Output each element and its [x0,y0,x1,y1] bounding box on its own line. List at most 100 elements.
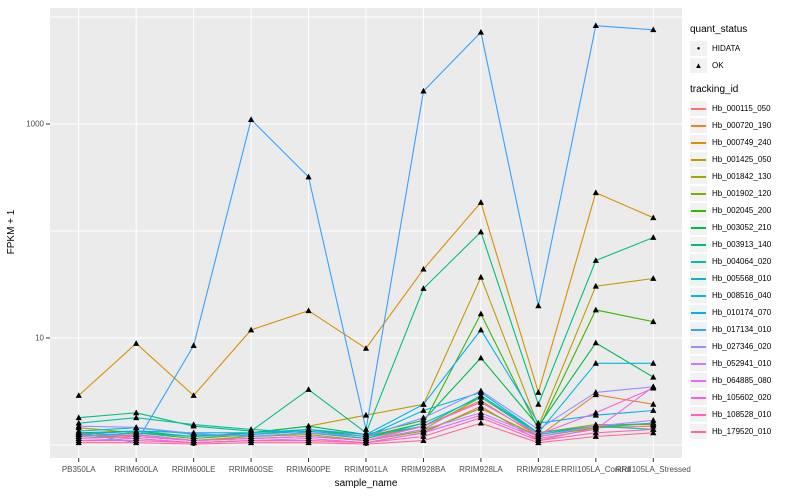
point-ok-Hb_179520_010 [592,433,599,439]
point-ok-Hb_002045_200 [477,310,485,317]
legend-item-label: Hb_000749_240 [712,138,772,147]
legend-item-label: Hb_179520_010 [712,427,772,436]
point-ok-Hb_003913_140 [305,386,312,392]
legend-item-Hb_027346_020: Hb_027346_020 [690,338,771,355]
point-ok-Hb_027346_020 [190,430,197,436]
line-key-icon [690,339,707,354]
point-ok-Hb_017134_010 [75,429,82,436]
point-ok-Hb_000749_240 [75,392,82,398]
legend-item-Hb_064885_080: Hb_064885_080 [690,372,771,389]
point-ok-Hb_179520_010 [420,437,427,443]
legend-tracking-id: tracking_id Hb_000115_050 Hb_000720_190 Hb… [690,84,771,440]
point-ok-Hb_179520_010 [305,439,312,446]
legend-item-Hb_003913_140: Hb_003913_140 [690,236,771,253]
point-ok-Hb_017134_010 [305,173,312,180]
point-ok-Hb_108528_010 [592,429,599,436]
point-ok-Hb_001425_050 [477,273,485,280]
x-tick-label-RRIM600LA: RRIM600LA [114,465,158,474]
legend-item-label: HIDATA [712,44,741,53]
point-ok-Hb_179520_010 [477,419,485,426]
point-ok-Hb_010174_070 [247,429,255,436]
legend-item-label: Hb_005568_010 [712,274,772,283]
legend-item-Hb_105602_020: Hb_105602_020 [690,389,771,406]
legend-item-Hb_000115_050: Hb_000115_050 [690,100,771,117]
legend-item-Hb_001425_050: Hb_001425_050 [690,151,771,168]
x-tick-label-RRIM928LA: RRIM928LA [459,465,503,474]
legend-item-Hb_052941_010: Hb_052941_010 [690,355,771,372]
point-ok-Hb_010174_070 [133,427,140,434]
legend-item-label: Hb_017134_010 [712,325,772,334]
point-ok-Hb_004064_020 [190,421,197,428]
point-ok-Hb_003913_140 [592,257,599,263]
point-ok-Hb_003052_210 [477,354,485,361]
legend-item-Hb_017134_010: Hb_017134_010 [690,321,771,338]
point-ok-Hb_027346_020 [305,429,312,436]
legend-item-Hb_010174_070: Hb_010174_070 [690,304,771,321]
line-key-icon [690,271,707,286]
point-ok-Hb_001425_050 [650,275,657,281]
legend-quant-status-title: quant_status [690,24,748,35]
point-ok-Hb_003913_140 [133,409,140,416]
point-ok-Hb_001425_050 [362,411,370,418]
legend-item-Hb_005568_010: Hb_005568_010 [690,270,771,287]
x-tick-label-RRIM928LE: RRIM928LE [516,465,561,474]
circle-icon: ● [690,41,707,56]
point-ok-Hb_027346_020 [420,414,427,421]
point-ok-Hb_005568_010 [420,419,427,426]
point-ok-Hb_010174_070 [477,326,485,333]
legend-item-label: Hb_010174_070 [712,308,772,317]
point-ok-Hb_105602_020 [133,433,140,439]
point-ok-Hb_000749_240 [190,392,197,398]
point-ok-Hb_000749_240 [592,189,599,196]
legend-item-Hb_001902_120: Hb_001902_120 [690,185,771,202]
x-tick-label-RRIM600LE: RRIM600LE [171,465,216,474]
point-ok-Hb_002045_200 [592,306,599,313]
legend-tracking-id-title: tracking_id [690,84,739,95]
line-key-icon [690,237,707,252]
point-ok-Hb_027346_020 [477,387,485,394]
legend-item-label: Hb_064885_080 [712,376,772,385]
point-ok-Hb_008516_040 [420,407,427,413]
line-key-icon [690,118,707,133]
line-key-icon [690,373,707,388]
point-hidata-Hb_179520_010 [364,442,368,446]
point-ok-Hb_003052_210 [592,339,599,346]
point-ok-Hb_003913_140 [477,228,485,235]
point-ok-Hb_017134_010 [592,22,599,29]
y-axis-title: FPKM + 1 [6,209,17,255]
point-ok-Hb_000749_240 [477,199,485,205]
point-ok-Hb_105602_020 [650,384,657,391]
point-ok-Hb_003052_210 [305,422,312,429]
point-ok-Hb_179520_010 [535,439,542,446]
legend-item-Hb_000749_240: Hb_000749_240 [690,134,771,151]
legend-item-hidata: ● HIDATA [690,40,747,57]
legend-item-Hb_002045_200: Hb_002045_200 [690,202,771,219]
legend-item-Hb_003052_210: Hb_003052_210 [690,219,771,236]
legend-item-label: Hb_000115_050 [712,104,771,113]
point-ok-Hb_064885_080 [592,426,599,432]
point-ok-Hb_002045_200 [650,318,657,325]
point-ok-Hb_005568_010 [477,393,485,400]
point-ok-Hb_000749_240 [247,326,255,333]
point-ok-Hb_004064_020 [247,426,255,432]
point-ok-Hb_000749_240 [535,389,542,395]
line-key-icon [690,101,707,116]
legend-quant-status: quant_status ● HIDATA ▲ OK [690,24,747,74]
point-ok-Hb_003052_210 [650,373,657,380]
point-ok-Hb_003913_140 [420,285,427,291]
point-ok-Hb_000720_190 [650,401,657,407]
point-ok-Hb_008516_040 [190,433,197,439]
point-ok-Hb_105602_020 [305,433,312,439]
line-key-icon [690,220,707,235]
point-ok-Hb_108528_010 [650,426,657,432]
legend-item-label: Hb_001842_130 [712,172,772,181]
point-ok-Hb_027346_020 [362,433,370,439]
line-key-icon [690,305,707,320]
legend-item-label: Hb_002045_200 [712,206,772,215]
line-key-icon [690,254,707,269]
point-ok-Hb_001902_120 [477,405,485,411]
x-tick-label-RRII105LA_Stressed: RRII105LA_Stressed [615,465,691,474]
line-key-icon [690,135,707,150]
point-ok-Hb_179520_010 [133,439,140,446]
